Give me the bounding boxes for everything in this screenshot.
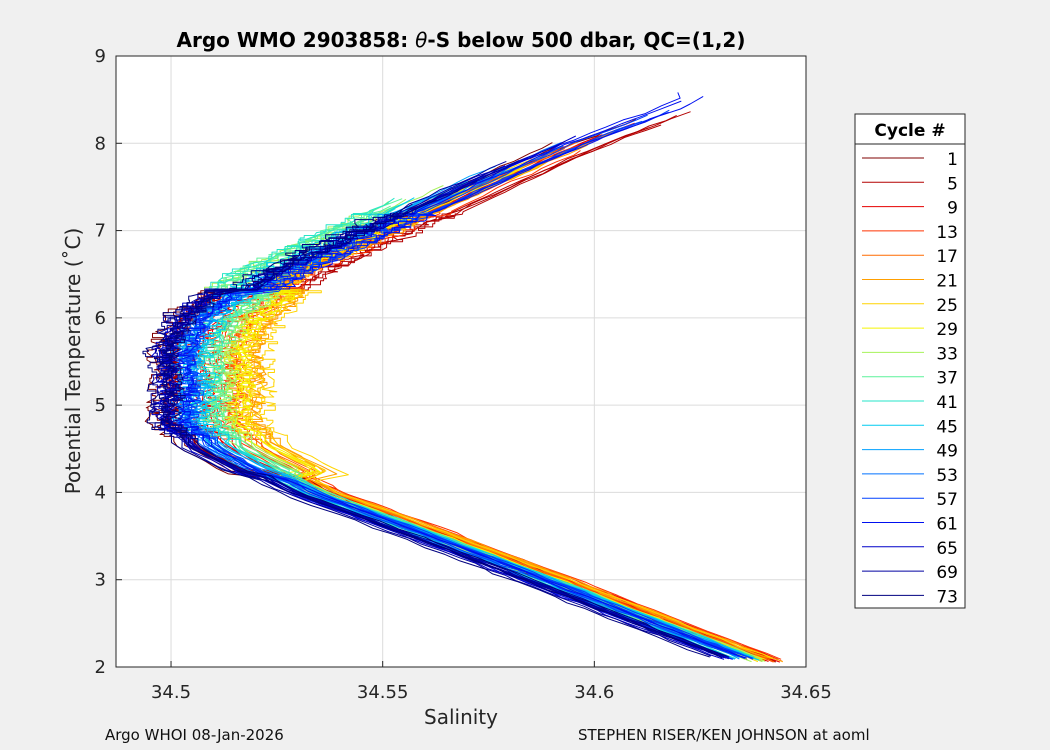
legend-label-5: 5 — [947, 174, 958, 194]
legend-label-9: 9 — [947, 199, 958, 219]
x-tick-label: 34.5 — [151, 682, 191, 703]
legend-label-49: 49 — [936, 442, 958, 462]
footer-left: Argo WHOI 08-Jan-2026 — [105, 726, 284, 744]
series-line-cycle-41 — [181, 197, 736, 659]
y-axis-label: Potential Temperature (˚C) — [61, 228, 85, 495]
legend-label-69: 69 — [936, 563, 958, 583]
series-line-cycle-73 — [158, 223, 719, 657]
y-tick-label: 6 — [95, 308, 106, 329]
legend-label-17: 17 — [936, 247, 958, 267]
y-tick-label: 9 — [95, 46, 106, 67]
legend-label-41: 41 — [936, 393, 958, 413]
y-tick-label: 4 — [95, 482, 106, 503]
plot-area — [116, 56, 806, 667]
legend-label-61: 61 — [936, 515, 958, 535]
series-group — [142, 92, 784, 663]
x-tick-label: 34.55 — [357, 682, 409, 703]
legend-box — [854, 113, 966, 609]
title-prefix: Argo WMO 2903858: — [177, 28, 416, 52]
legend-label-13: 13 — [936, 223, 958, 243]
y-tick-label: 3 — [95, 570, 106, 591]
legend-label-37: 37 — [936, 369, 958, 389]
legend-label-21: 21 — [936, 272, 958, 292]
x-tick-label: 34.65 — [780, 682, 832, 703]
legend-label-73: 73 — [936, 587, 958, 607]
x-axis-label: Salinity — [424, 705, 498, 729]
title-theta: θ — [415, 28, 427, 52]
y-tick-label: 5 — [95, 395, 106, 416]
axes-box — [115, 55, 807, 668]
legend-label-1: 1 — [947, 150, 958, 170]
series-line-cycle-73 — [142, 219, 710, 658]
chart-title: Argo WMO 2903858: θ-S below 500 dbar, QC… — [177, 28, 746, 52]
series-line-cycle-53 — [181, 145, 747, 659]
legend-title: Cycle # — [874, 121, 945, 141]
legend: Cycle # 1 5 9 13 17 21 25 29 33 37 41 45 49 53 57 61 65 6… — [854, 113, 966, 609]
series-line-cycle-21 — [243, 127, 770, 659]
ticks: 34.5 34.55 34.6 34.65 2 3 4 5 6 7 8 9 — [95, 46, 832, 703]
series-line-cycle-61 — [176, 111, 745, 659]
legend-label-33: 33 — [936, 344, 958, 364]
title-suffix: -S below 500 dbar, QC=(1,2) — [427, 28, 745, 52]
series-line-cycle-25 — [259, 161, 773, 659]
legend-label-25: 25 — [936, 296, 958, 316]
legend-label-65: 65 — [936, 539, 958, 559]
series-line-cycle-73 — [165, 199, 727, 657]
series-line-cycle-53 — [179, 145, 740, 658]
x-tick-label: 34.6 — [574, 682, 614, 703]
series-line-cycle-73 — [157, 203, 723, 659]
legend-label-29: 29 — [936, 320, 958, 340]
legend-label-57: 57 — [936, 490, 958, 510]
footer-right: STEPHEN RISER/KEN JOHNSON at aoml — [578, 726, 870, 744]
y-tick-label: 8 — [95, 133, 106, 154]
legend-label-53: 53 — [936, 466, 958, 486]
plot-viewport — [142, 92, 784, 663]
legend-label-45: 45 — [936, 417, 958, 437]
y-tick-label: 2 — [95, 657, 106, 678]
y-tick-label: 7 — [95, 221, 106, 242]
legend-entries: 1 5 9 13 17 21 25 29 33 37 41 45 49 53 57 61 65 69 73 — [862, 150, 958, 607]
